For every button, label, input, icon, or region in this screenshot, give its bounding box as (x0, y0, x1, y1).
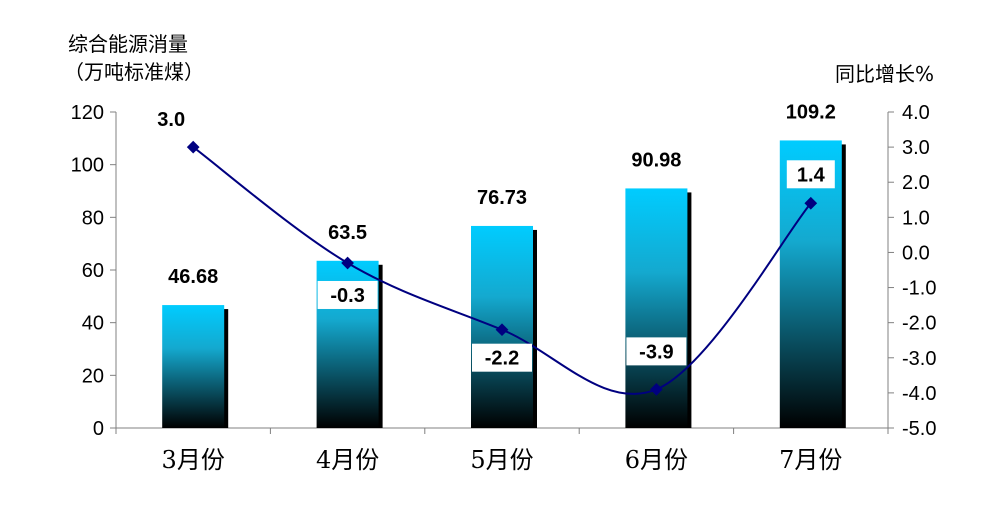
x-category-label: 3月份 (162, 446, 225, 474)
right-tick-label: -4.0 (902, 383, 936, 405)
growth-label-box (786, 160, 835, 189)
x-category-label: 7月份 (779, 446, 842, 474)
growth-value-label: 3.0 (157, 109, 185, 131)
growth-value-label: -2.2 (485, 348, 519, 370)
right-tick-label: 1.0 (902, 207, 930, 229)
left-tick-label: 120 (71, 102, 104, 124)
bar-value-label: 63.5 (328, 222, 367, 244)
left-tick-label: 100 (71, 155, 104, 177)
left-tick-label: 40 (82, 313, 104, 335)
left-tick-label: 20 (82, 365, 104, 387)
right-tick-label: 3.0 (902, 137, 930, 159)
right-tick-label: 2.0 (902, 172, 930, 194)
growth-point-marker (186, 140, 200, 154)
right-tick-label: -5.0 (902, 418, 936, 440)
bar-value-label: 76.73 (477, 187, 527, 209)
growth-value-label: -3.9 (639, 341, 673, 363)
x-category-label: 6月份 (625, 446, 688, 474)
growth-value-label: 1.4 (797, 164, 826, 186)
x-category-label: 5月份 (470, 446, 533, 474)
bar-value-label: 90.98 (631, 149, 681, 171)
growth-label-box (472, 343, 532, 372)
growth-value-label: -0.3 (330, 285, 364, 307)
left-axis-title-line1: 综合能源消量 (68, 32, 188, 56)
growth-label-box (626, 337, 687, 366)
left-tick-label: 60 (82, 260, 104, 282)
growth-label-box (317, 280, 378, 309)
bar-value-label: 46.68 (168, 266, 218, 288)
left-axis-title: 综合能源消量 （万吨标准煤） (64, 30, 204, 86)
bar-value-label: 109.2 (786, 101, 836, 123)
left-tick-label: 0 (93, 418, 104, 440)
right-axis-title: 同比增长% (835, 62, 935, 86)
left-tick-label: 80 (82, 207, 104, 229)
growth-point-marker (495, 323, 509, 337)
bar (162, 305, 225, 428)
right-tick-label: 4.0 (902, 102, 930, 124)
right-tick-label: 0.0 (902, 242, 930, 264)
right-tick-label: -3.0 (902, 348, 936, 370)
left-axis-title-line2: （万吨标准煤） (64, 60, 204, 84)
x-category-label: 4月份 (316, 446, 379, 474)
bar (779, 140, 842, 428)
right-tick-label: -2.0 (902, 313, 936, 335)
right-tick-label: -1.0 (902, 278, 936, 300)
growth-point-marker (341, 256, 354, 270)
